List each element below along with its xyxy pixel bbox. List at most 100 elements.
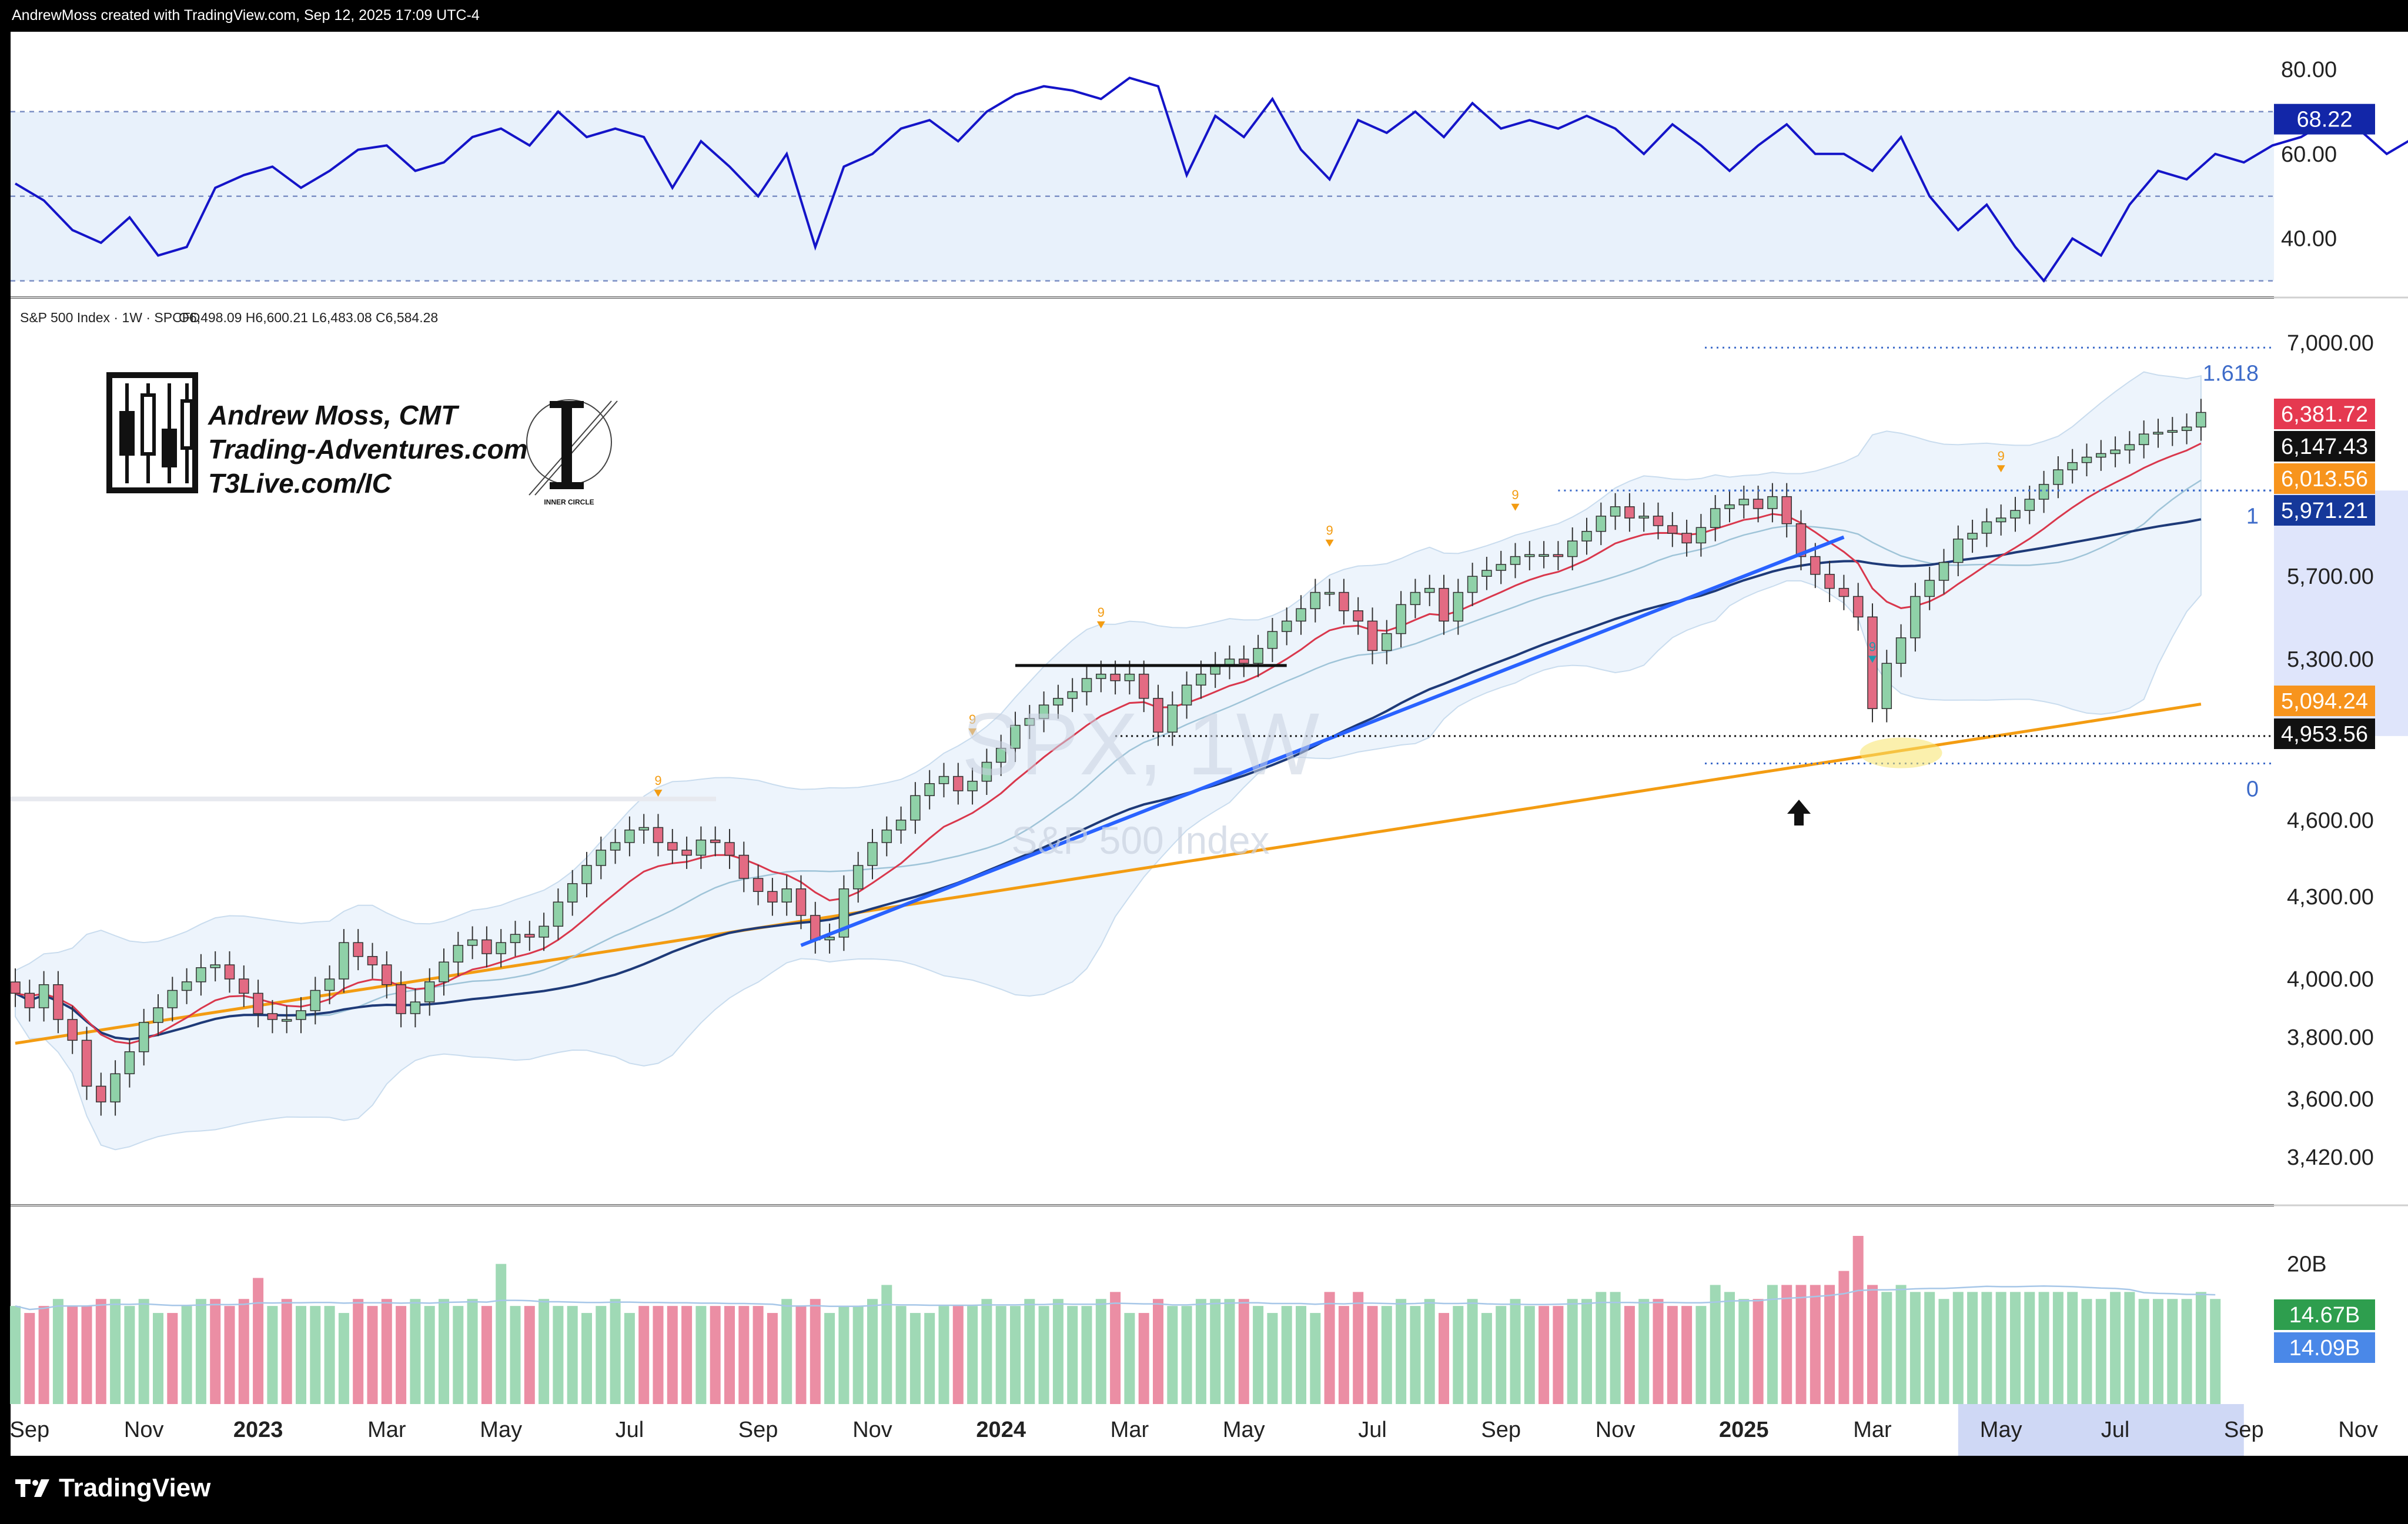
rsi-value-tag: 68.22 [2296,108,2352,132]
volume-bar [867,1299,878,1404]
candle [967,780,978,791]
volume-bar [281,1299,292,1404]
resistance-zone [11,796,716,801]
volume-bar [496,1264,507,1404]
moving-averages [15,442,2202,1045]
price-axis-label: 3,420.00 [2287,1145,2374,1170]
volume-bar [909,1313,921,1404]
volume-bar [795,1306,807,1404]
volume-bar [1852,1236,1864,1404]
volume-bar [1067,1306,1078,1404]
chart-area[interactable]: 1.618 1 0 9 9 9 9 9 9 9 Sep Nov 2023 Mar May Jul Sep Nov… [0,31,2408,1456]
rsi-axis-label: 80.00 [2281,58,2337,82]
highlight-marker [1859,737,1942,768]
candle [424,981,435,1002]
volume-bar [1052,1299,1063,1404]
sma-40-line [15,518,2202,1041]
candle [1167,704,1178,733]
candle [2081,456,2092,463]
rsi-indicator [11,76,2408,283]
volume-tag: 14.09B [2289,1336,2360,1361]
candle [267,1013,278,1020]
td-count-arrow [968,728,977,736]
time-axis[interactable]: Sep Nov 2023 Mar May Jul Sep Nov 2024 Mar May Jul Se… [9,1418,2378,1442]
volume-bar [1010,1306,1021,1404]
up-arrow-icon [1787,800,1811,825]
candle [281,1019,292,1022]
volume-bar [1510,1299,1521,1404]
time-axis-label: Nov [124,1418,164,1442]
candle [810,915,821,941]
candle [581,865,592,884]
time-axis-label: Nov [1596,1418,1636,1442]
candle [367,956,378,965]
volume-bar [724,1306,735,1404]
volume-bar [781,1299,792,1404]
time-axis-label: May [1980,1418,2022,1442]
candle [53,984,63,1020]
candle [653,827,664,843]
candle [1738,499,1750,506]
candle [1610,506,1621,517]
td-count-label: 9 [654,773,661,788]
candle [895,820,907,831]
candle [524,934,535,938]
volume-bar [324,1306,335,1404]
candle [2053,469,2063,485]
volume-bar [1567,1299,1578,1404]
volume-bar [967,1306,978,1404]
volume-bar [181,1306,192,1404]
volume-bar [1909,1292,1921,1404]
candle [924,783,935,796]
candle [695,839,707,856]
candle [1024,718,1035,726]
candle [10,981,21,994]
volume-bar [539,1299,550,1404]
time-axis-label: Jul [616,1418,644,1442]
price-tag: 4,953.56 [2281,722,2368,747]
volume-bar [2010,1292,2021,1404]
candle [2124,444,2135,451]
price-axis[interactable]: 80.00 60.00 40.00 7,000.00 5,700.00 5,300.00 4… [2274,58,2375,1363]
candle [867,842,878,866]
volume-bar [1095,1299,1106,1404]
volume-axis-label: 20B [2287,1252,2327,1277]
volume-bar [2138,1299,2149,1404]
volume-bar [1210,1299,1221,1404]
volume-bar [224,1306,235,1404]
candle [567,883,578,903]
volume-bar [1553,1306,1564,1404]
candle [24,992,35,1008]
candle [1424,587,1435,593]
time-axis-label: Sep [2224,1418,2264,1442]
time-axis-label: May [480,1418,522,1442]
volume-bar [1710,1285,1721,1404]
candle [239,978,249,994]
candle [1481,570,1492,577]
candle [2196,412,2206,428]
symbol-legend[interactable]: S&P 500 Index · 1W · SPCFD [20,310,200,325]
volume-bar [1110,1292,1121,1404]
price-tag-bg [2274,399,2375,429]
td-count-arrow [654,790,663,797]
candle [467,939,478,946]
volume-bar [1767,1285,1778,1404]
candle [1553,554,1564,557]
trend-line [800,535,1845,947]
volume-bar [1867,1285,1878,1404]
candle [2010,510,2021,519]
volume-bar [353,1299,364,1404]
candle [953,776,964,791]
candle [1467,576,1478,593]
time-axis-label: Nov [2338,1418,2378,1442]
candle [1953,539,1964,563]
candle [1181,684,1192,706]
candle [1638,516,1649,519]
candle [1367,620,1378,651]
candle [1253,648,1263,664]
time-axis-label: Sep [1481,1418,1521,1442]
candle [938,776,949,784]
volume-bar [467,1299,478,1404]
tradingview-logo[interactable]: TradingView [15,1473,210,1503]
candle [981,761,992,782]
